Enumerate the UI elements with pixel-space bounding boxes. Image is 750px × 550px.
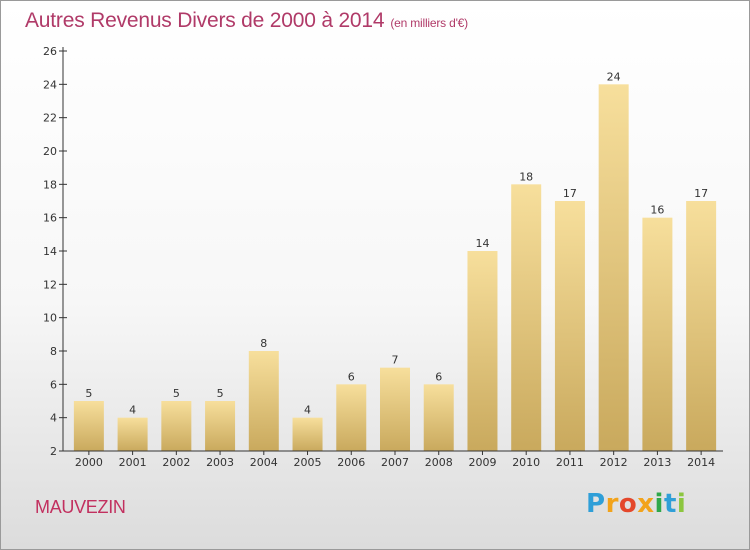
bar xyxy=(511,184,542,452)
bar xyxy=(73,401,104,451)
y-tick-label: 12 xyxy=(43,278,57,291)
x-tick-label: 2011 xyxy=(556,456,584,469)
y-tick-label: 24 xyxy=(43,78,57,91)
brand-letter: P xyxy=(586,489,606,519)
bars-group: 5 4 5 5 8 4 6 7 6 14 18 17 24 16 17 xyxy=(73,70,717,452)
y-tick-label: 16 xyxy=(43,212,57,225)
bar xyxy=(686,201,717,451)
bar-value-label: 6 xyxy=(435,370,442,383)
x-tick-label: 2003 xyxy=(206,456,234,469)
x-tick-label: 2001 xyxy=(119,456,147,469)
chart-title-text: Autres Revenus Divers de 2000 à 2014 xyxy=(25,9,385,32)
bar xyxy=(117,417,148,451)
x-tick-label: 2008 xyxy=(425,456,453,469)
bar xyxy=(598,84,629,451)
bar xyxy=(554,201,585,451)
bar-value-label: 5 xyxy=(173,387,180,400)
x-tick-label: 2009 xyxy=(468,456,496,469)
bar-value-label: 6 xyxy=(348,370,355,383)
x-tick-label: 2007 xyxy=(381,456,409,469)
bar-value-label: 5 xyxy=(85,387,92,400)
bar xyxy=(423,384,454,451)
location-label: MAUVEZIN xyxy=(35,497,126,517)
y-tick-label: 8 xyxy=(50,345,57,358)
y-tick-label: 10 xyxy=(43,312,57,325)
bar xyxy=(205,401,236,451)
bar xyxy=(336,384,367,451)
bar-value-label: 7 xyxy=(392,354,399,367)
bar-value-label: 17 xyxy=(563,187,577,200)
x-tick-label: 2000 xyxy=(75,456,103,469)
x-tick-label: 2004 xyxy=(250,456,278,469)
bar-value-label: 24 xyxy=(607,70,621,83)
bar xyxy=(161,401,192,451)
chart-subtitle: (en milliers d'€) xyxy=(390,16,468,30)
y-tick-label: 2 xyxy=(50,445,57,458)
x-tick-label: 2010 xyxy=(512,456,540,469)
bar xyxy=(292,417,323,451)
y-tick-label: 18 xyxy=(43,178,57,191)
brand-letter: i xyxy=(676,489,687,519)
x-tick-label: 2002 xyxy=(162,456,190,469)
bar-value-label: 17 xyxy=(694,187,708,200)
brand-letter: x xyxy=(637,489,655,519)
axes-group: 2000 2001 2002 2003 2004 2005 2006 2007 2008 2009… xyxy=(43,45,723,469)
bar xyxy=(642,217,673,451)
y-tick-label: 6 xyxy=(50,378,57,391)
brand-letter: i xyxy=(654,489,664,519)
bar xyxy=(467,251,498,451)
brand-letter: t xyxy=(663,489,677,519)
brand-letter: o xyxy=(618,489,638,519)
x-tick-label: 2006 xyxy=(337,456,365,469)
x-tick-label: 2014 xyxy=(687,456,715,469)
bar-value-label: 18 xyxy=(519,170,533,183)
bar xyxy=(248,351,279,451)
y-tick-label: 14 xyxy=(43,245,57,258)
y-tick-label: 4 xyxy=(50,412,57,425)
brand-logo: Proxiti xyxy=(586,489,686,519)
bar xyxy=(380,367,410,451)
bar-value-label: 8 xyxy=(260,337,267,350)
y-tick-label: 22 xyxy=(43,112,57,125)
y-tick-label: 20 xyxy=(43,145,57,158)
bar-value-label: 14 xyxy=(475,237,489,250)
bar-value-label: 5 xyxy=(217,387,224,400)
bar-value-label: 4 xyxy=(304,404,311,417)
bar-value-label: 16 xyxy=(650,204,664,217)
x-tick-label: 2012 xyxy=(600,456,628,469)
x-tick-label: 2013 xyxy=(643,456,671,469)
brand-letter: r xyxy=(605,489,619,519)
y-tick-label: 26 xyxy=(43,45,57,58)
chart-title: Autres Revenus Divers de 2000 à 2014 (en … xyxy=(25,9,468,33)
bar-value-label: 4 xyxy=(129,404,136,417)
x-tick-label: 2005 xyxy=(294,456,322,469)
